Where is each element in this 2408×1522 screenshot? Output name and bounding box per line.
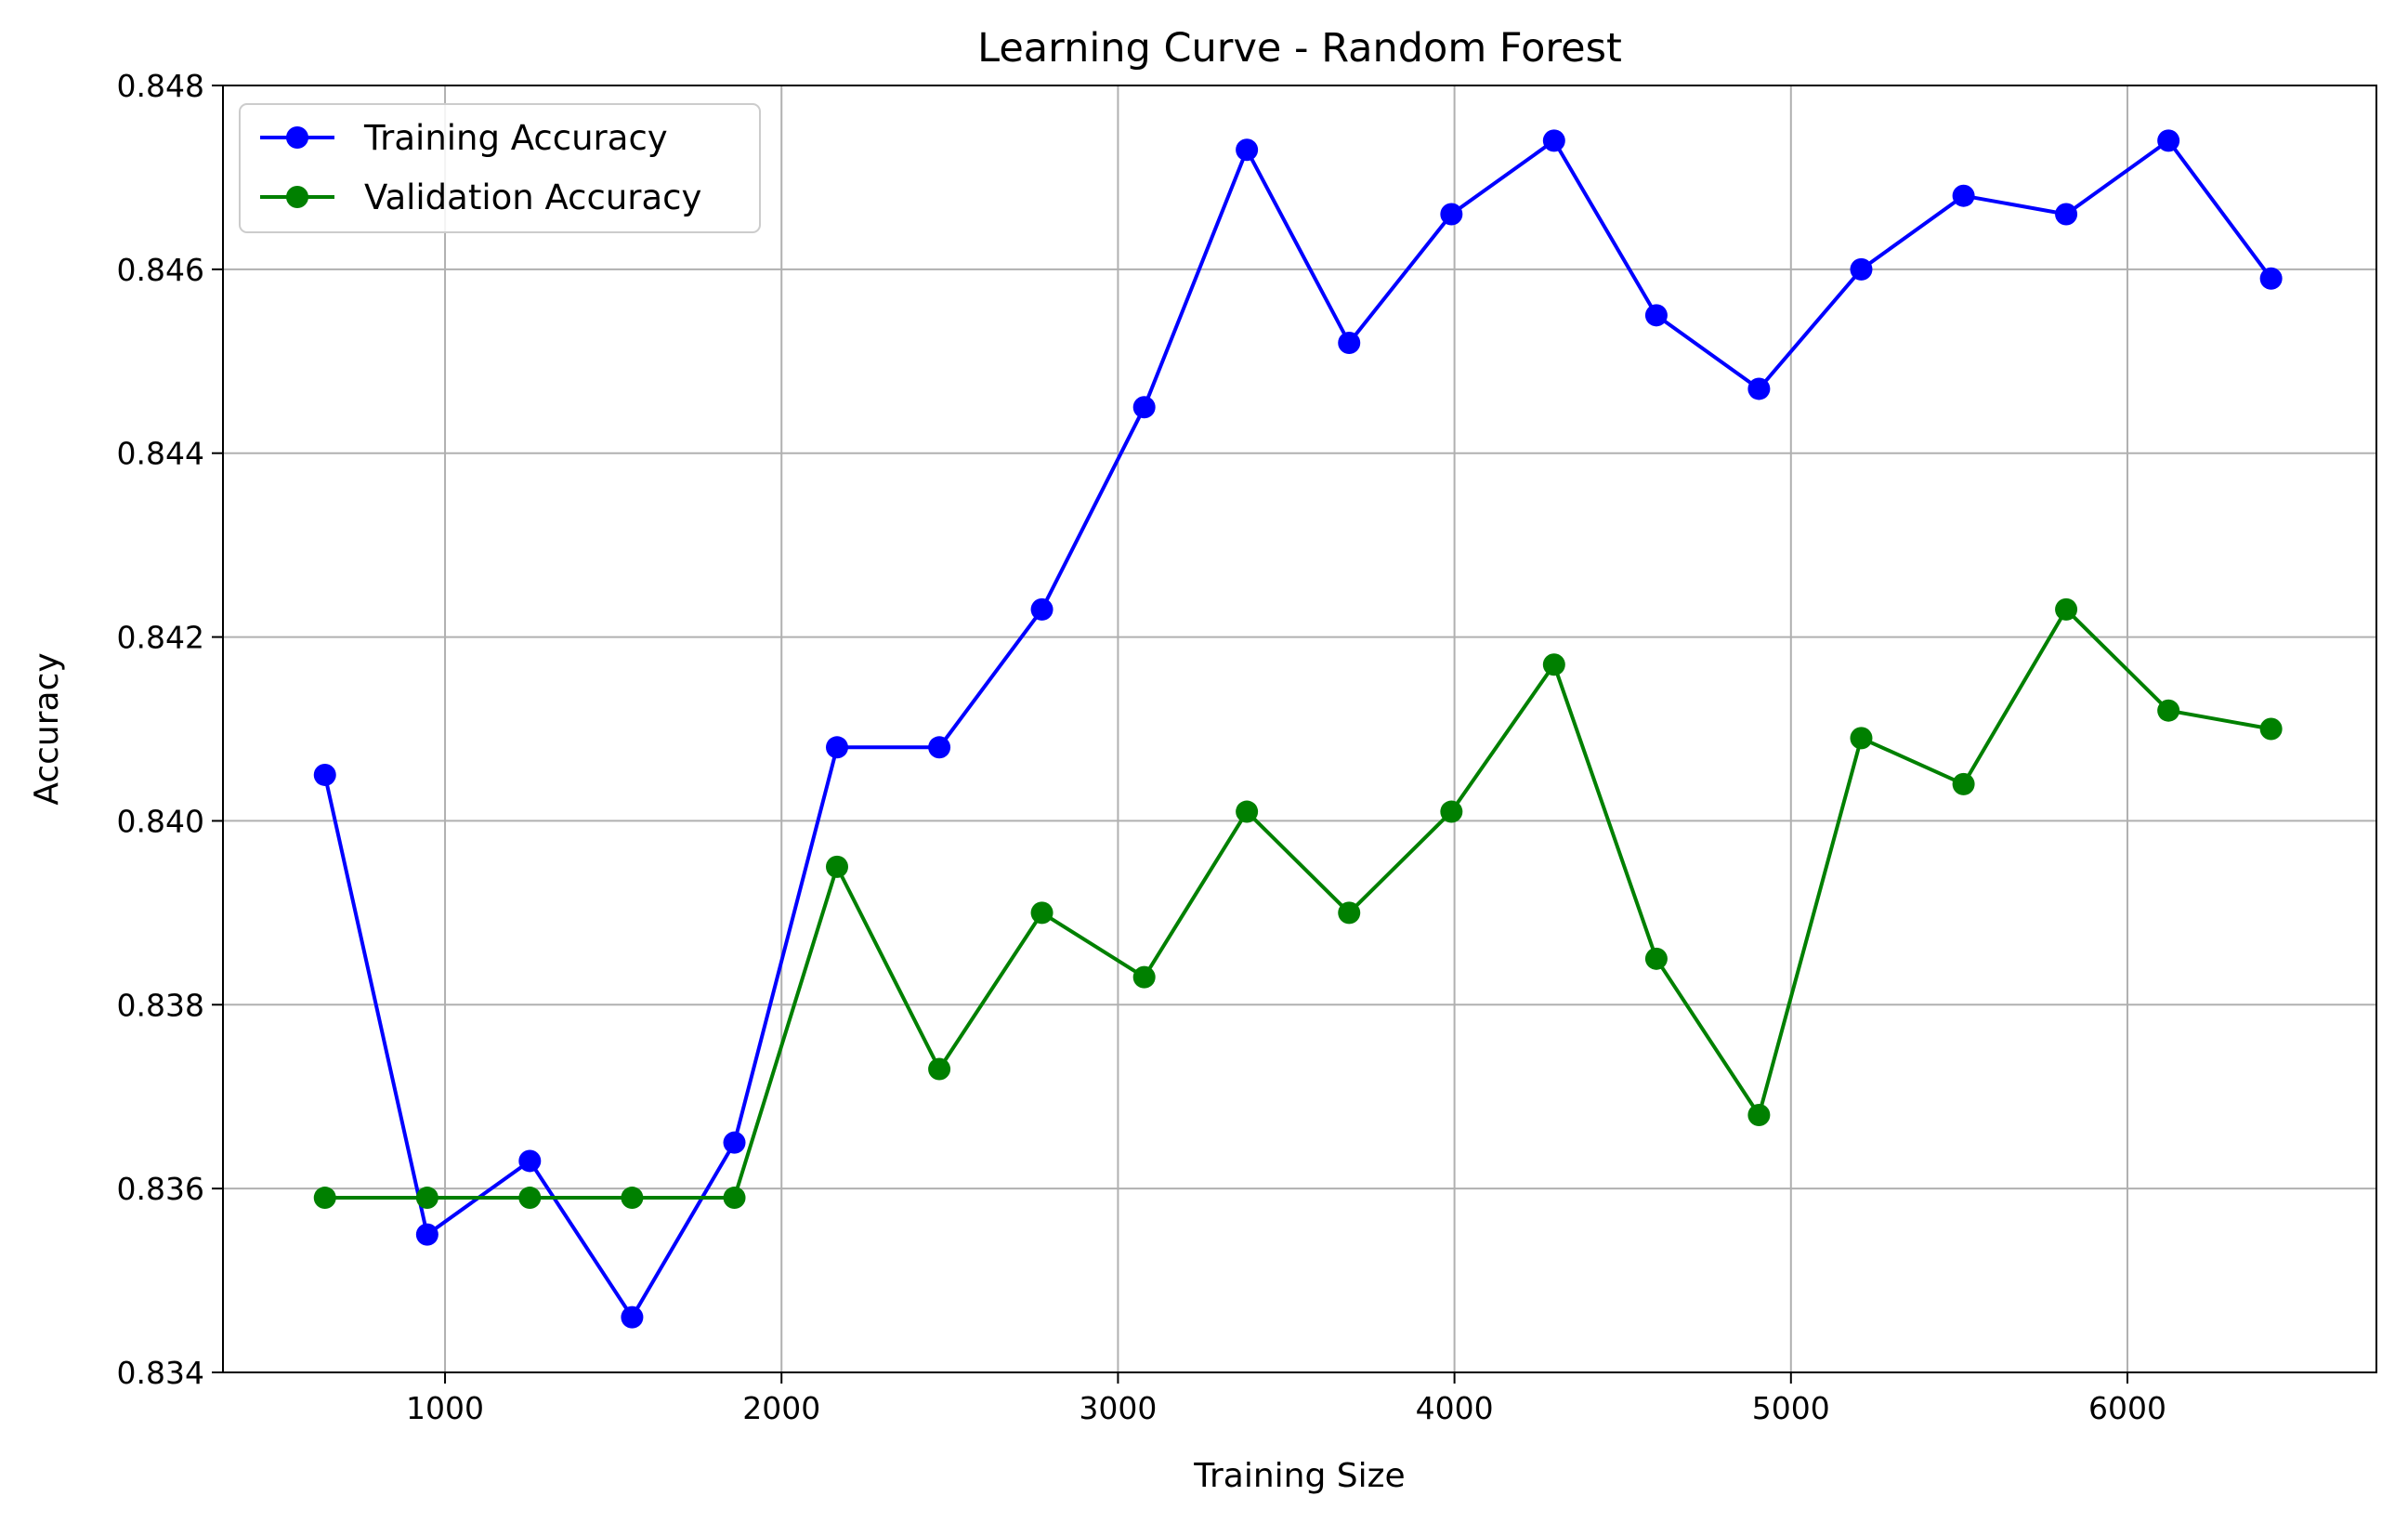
data-point (928, 736, 951, 759)
data-point (518, 1187, 542, 1210)
x-axis-label: Training Size (1193, 1457, 1405, 1495)
y-tick-label: 0.844 (117, 436, 204, 472)
series-line (324, 607, 2271, 1200)
data-point (1850, 727, 1873, 750)
data-point (2055, 203, 2078, 226)
data-point (1747, 1104, 1771, 1126)
legend-box (239, 103, 761, 233)
chart-title: Learning Curve - Random Forest (977, 25, 1622, 72)
data-point (415, 1187, 438, 1210)
data-point (313, 763, 336, 786)
y-tick-label: 0.842 (117, 620, 204, 656)
data-point (518, 1149, 542, 1173)
x-tick-label: 6000 (2088, 1390, 2166, 1426)
x-tick-label: 1000 (406, 1390, 484, 1426)
data-point (313, 1187, 336, 1210)
y-tick-label: 0.834 (117, 1355, 204, 1391)
series-layer (313, 129, 2283, 1329)
y-tick-label: 0.846 (117, 252, 204, 288)
y-tick-label: 0.838 (117, 987, 204, 1023)
data-point (1236, 138, 1259, 162)
ticks: 1000 2000 3000 4000 5000 6000 0.834 0.836 0.838 0… (117, 68, 2166, 1426)
data-point (1338, 332, 1361, 354)
plot-area-frame (222, 85, 2377, 1373)
y-tick-label: 0.836 (117, 1171, 204, 1207)
data-point (1952, 184, 1975, 207)
data-point (415, 1223, 438, 1246)
data-point (1542, 129, 1565, 152)
data-point (621, 1187, 644, 1210)
data-point (1338, 901, 1361, 925)
legend: Training Accuracy Validation Accuracy (239, 103, 761, 233)
data-point (1030, 901, 1054, 925)
data-point (928, 1057, 951, 1081)
x-tick-label: 4000 (1416, 1390, 1494, 1426)
data-point (2259, 267, 2283, 290)
data-point (621, 1306, 644, 1329)
legend-entry-label: Training Accuracy (363, 118, 668, 158)
data-point (1440, 203, 1463, 226)
data-point (2259, 717, 2283, 741)
data-point (1644, 947, 1668, 970)
legend-swatch-marker (286, 126, 308, 149)
series-validation-accuracy (313, 597, 2283, 1210)
x-tick-label: 2000 (742, 1390, 820, 1426)
series-training-accuracy (313, 129, 2283, 1329)
data-point (1132, 965, 1156, 989)
x-tick-label: 5000 (1752, 1390, 1830, 1426)
data-point (2055, 597, 2078, 621)
data-point (1747, 377, 1771, 400)
y-axis-label: Accuracy (28, 652, 66, 805)
legend-swatch-marker (286, 186, 308, 208)
series-line (322, 138, 2273, 1319)
data-point (1030, 597, 1054, 621)
data-point (2157, 699, 2180, 722)
data-point (1644, 304, 1668, 327)
data-point (723, 1131, 746, 1154)
y-tick-label: 0.840 (117, 803, 204, 839)
data-point (1440, 800, 1463, 823)
data-point (825, 855, 848, 878)
data-point (1952, 772, 1975, 795)
data-point (1132, 396, 1156, 419)
data-point (1236, 800, 1259, 823)
data-point (1542, 653, 1565, 676)
data-point (1850, 257, 1873, 281)
data-point (2157, 129, 2180, 152)
data-point (825, 736, 848, 759)
legend-entry-label: Validation Accuracy (364, 177, 701, 217)
x-tick-label: 3000 (1079, 1390, 1157, 1426)
data-point (723, 1187, 746, 1210)
y-tick-label: 0.848 (117, 68, 204, 104)
